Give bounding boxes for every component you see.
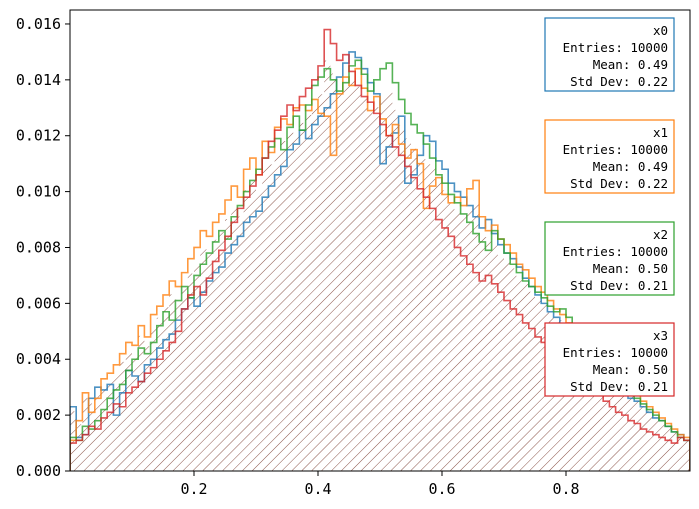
- stats-box-frame: [544, 221, 675, 296]
- stats-std-dev: Std Dev: 0.21: [570, 379, 668, 394]
- stats-title: x2: [653, 227, 668, 242]
- stats-box-x2: x2 Entries: 10000 Mean: 0.50 Std Dev: 0.21: [544, 221, 675, 296]
- y-tick-label: 0.000: [16, 462, 61, 480]
- stats-mean: Mean: 0.49: [593, 57, 668, 72]
- stats-std-dev: Std Dev: 0.21: [570, 278, 668, 293]
- stats-mean: Mean: 0.50: [593, 362, 668, 377]
- y-tick-label: 0.014: [16, 71, 61, 89]
- stats-std-dev: Std Dev: 0.22: [570, 176, 668, 191]
- x-tick-label: 0.8: [552, 480, 579, 498]
- stats-entries: Entries: 10000: [563, 244, 668, 259]
- y-tick-label: 0.002: [16, 406, 61, 424]
- stats-std-dev: Std Dev: 0.22: [570, 74, 668, 89]
- stats-mean: Mean: 0.49: [593, 159, 668, 174]
- stats-mean: Mean: 0.50: [593, 261, 668, 276]
- y-tick-label: 0.004: [16, 350, 61, 368]
- stats-entries: Entries: 10000: [563, 142, 668, 157]
- y-tick-label: 0.010: [16, 183, 61, 201]
- y-tick-label: 0.008: [16, 238, 61, 256]
- stats-box-x1: x1 Entries: 10000 Mean: 0.49 Std Dev: 0.22: [544, 119, 675, 194]
- plot-frame: [69, 9, 691, 472]
- stats-entries: Entries: 10000: [563, 40, 668, 55]
- x-tick-label: 0.4: [304, 480, 331, 498]
- hatched-fill: [70, 60, 690, 471]
- y-tick-label: 0.012: [16, 127, 61, 145]
- stats-box-x3: x3 Entries: 10000 Mean: 0.50 Std Dev: 0.21: [544, 322, 675, 397]
- y-tick-label: 0.006: [16, 294, 61, 312]
- x-tick-label: 0.6: [428, 480, 455, 498]
- y-tick-label: 0.016: [16, 15, 61, 33]
- stats-title: x1: [653, 125, 668, 140]
- stats-box-frame: [544, 322, 675, 397]
- stats-title: x0: [653, 23, 668, 38]
- stats-box-frame: [544, 119, 675, 194]
- x-tick-label: 0.2: [180, 480, 207, 498]
- x-axis: 0.2 0.4 0.6 0.8: [180, 471, 580, 498]
- stats-box-x0: x0 Entries: 10000 Mean: 0.49 Std Dev: 0.22: [544, 17, 675, 92]
- stats-box-frame: [544, 17, 675, 92]
- stats-entries: Entries: 10000: [563, 345, 668, 360]
- hatch-fill-layer: [70, 60, 690, 471]
- y-axis: 0.000 0.002 0.004 0.006 0.008 0.010 0.012 0.014…: [16, 15, 70, 480]
- stats-title: x3: [653, 328, 668, 343]
